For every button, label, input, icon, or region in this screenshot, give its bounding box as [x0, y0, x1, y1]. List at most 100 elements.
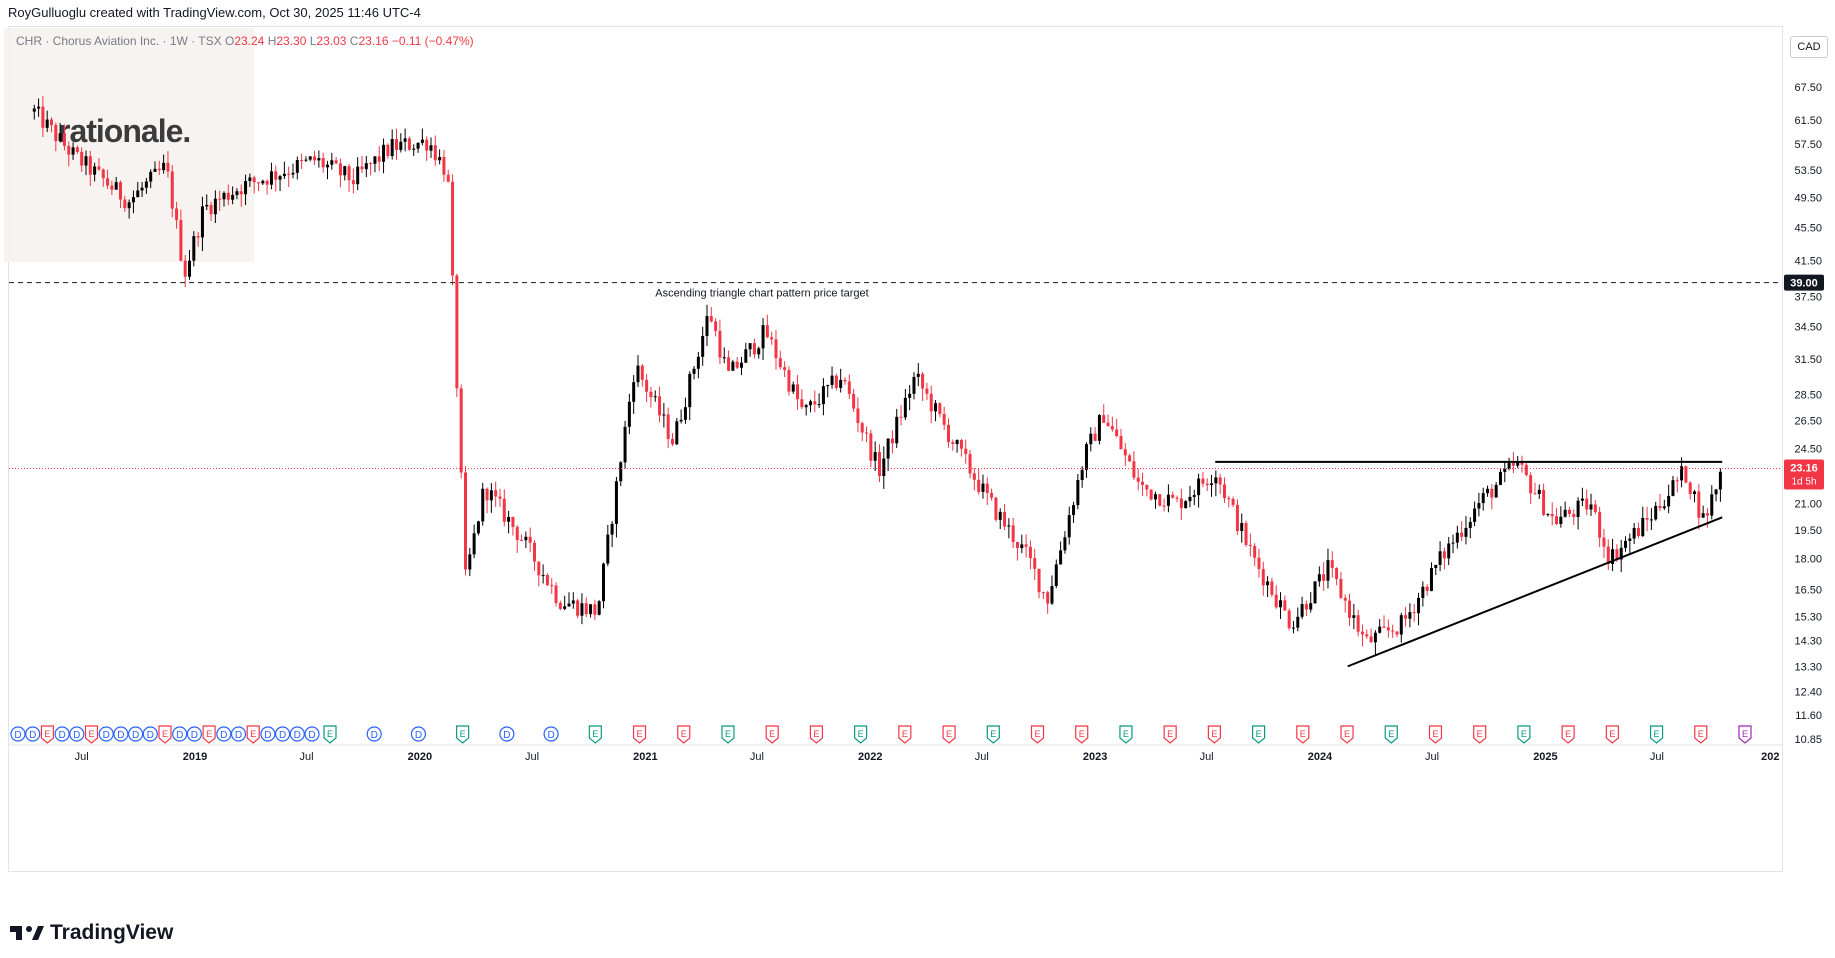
- candle-body: [666, 414, 670, 439]
- candle-body: [959, 440, 963, 449]
- candle-body: [985, 483, 989, 493]
- bar-countdown-text: 1d 5h: [1791, 477, 1816, 488]
- earnings-marker: [202, 725, 216, 744]
- candle-body: [252, 177, 256, 183]
- candle-body: [1473, 508, 1477, 522]
- candle-body: [1119, 436, 1123, 450]
- candle-body: [1477, 503, 1481, 509]
- x-tick-label: Jul: [1650, 751, 1664, 763]
- candle-body: [1171, 494, 1175, 498]
- candle-body: [1705, 513, 1709, 516]
- candle-body: [390, 139, 394, 156]
- close-label: C: [349, 34, 359, 48]
- candle-body: [1072, 505, 1076, 516]
- candle-body: [313, 156, 317, 161]
- high-value: 23.30: [276, 34, 307, 48]
- x-tick-label: Jul: [525, 751, 539, 763]
- dividend-marker: [25, 726, 41, 742]
- candle-body: [774, 339, 778, 359]
- candle-body: [455, 275, 459, 389]
- candle-body: [356, 166, 360, 185]
- candle-body: [614, 481, 618, 524]
- chart-plot-area[interactable]: [8, 26, 1783, 872]
- candle-body: [463, 472, 467, 570]
- earnings-marker-label: E: [946, 729, 952, 739]
- candle-body: [360, 166, 364, 170]
- candle-body: [446, 174, 450, 182]
- candle-body: [62, 133, 66, 146]
- candle-body: [886, 438, 890, 459]
- candle-body: [597, 601, 601, 615]
- candle-body: [1714, 489, 1718, 495]
- x-tick-label: 2021: [633, 751, 657, 763]
- candle-body: [494, 490, 498, 497]
- y-tick-label: 26.50: [1794, 415, 1822, 427]
- candle-body: [1516, 461, 1520, 466]
- candle-body: [990, 492, 994, 498]
- earnings-marker: [898, 725, 912, 744]
- candle-body: [97, 166, 101, 170]
- candle-body: [1641, 517, 1645, 537]
- candle-body: [580, 603, 584, 616]
- candle-body: [84, 156, 88, 166]
- earnings-marker: [1517, 725, 1531, 744]
- candle-body: [847, 381, 851, 394]
- candle-body: [1188, 496, 1192, 502]
- earnings-marker: [1694, 725, 1708, 744]
- candle-body: [131, 197, 135, 203]
- target-price-text: 39.00: [1790, 278, 1818, 290]
- candle-body: [1084, 444, 1088, 470]
- dividend-marker: [98, 726, 114, 742]
- candle-body: [399, 141, 403, 150]
- candle-body: [41, 106, 45, 128]
- candle-body: [32, 108, 36, 112]
- dividend-marker-label: D: [415, 730, 422, 741]
- watermark-panel: [4, 28, 254, 262]
- earnings-marker-label: E: [1654, 729, 1660, 739]
- candle-body: [675, 421, 679, 445]
- candle-body: [796, 384, 800, 400]
- candle-body: [317, 158, 321, 161]
- candle-body: [1037, 568, 1041, 593]
- candle-body: [576, 600, 580, 616]
- candle-body: [1649, 519, 1653, 521]
- candle-body: [239, 191, 243, 195]
- candle-body: [528, 536, 532, 543]
- candle-body: [1511, 463, 1515, 466]
- candle-body: [58, 133, 62, 142]
- candle-body: [1356, 615, 1360, 632]
- dividend-marker-label: D: [191, 730, 198, 741]
- candle-body: [1593, 504, 1597, 513]
- dividend-marker: [260, 726, 276, 742]
- currency-button[interactable]: CAD: [1790, 36, 1828, 58]
- earnings-marker-label: E: [1344, 729, 1350, 739]
- candle-body: [1330, 560, 1334, 568]
- candle-body: [1102, 415, 1106, 423]
- dividend-marker-label: D: [294, 730, 301, 741]
- earnings-marker-label: E: [1698, 729, 1704, 739]
- candle-body: [394, 139, 398, 150]
- candle-body: [476, 521, 480, 534]
- earnings-marker: [158, 725, 172, 744]
- dividend-marker: [410, 726, 427, 742]
- x-tick-label: 2023: [1083, 751, 1107, 763]
- candle-body: [1089, 433, 1093, 445]
- candle-body: [136, 190, 140, 198]
- y-tick-label: 37.50: [1794, 292, 1822, 304]
- candle-body: [472, 533, 476, 555]
- y-tick-label: 11.60: [1795, 710, 1822, 722]
- candle-body: [1550, 514, 1554, 517]
- candle-body: [1184, 501, 1188, 509]
- candle-body: [1093, 433, 1097, 441]
- candle-body: [705, 316, 709, 336]
- earnings-marker-label: E: [250, 729, 256, 739]
- candle-body: [1050, 585, 1054, 604]
- earnings-marker: [809, 725, 824, 744]
- candle-body: [140, 187, 144, 191]
- candle-body: [1486, 488, 1490, 494]
- earnings-marker: [1119, 725, 1133, 744]
- candle-body: [1132, 461, 1136, 478]
- candle-body: [1162, 505, 1166, 507]
- target-price-badge: [1784, 274, 1824, 291]
- earnings-marker: [677, 725, 691, 744]
